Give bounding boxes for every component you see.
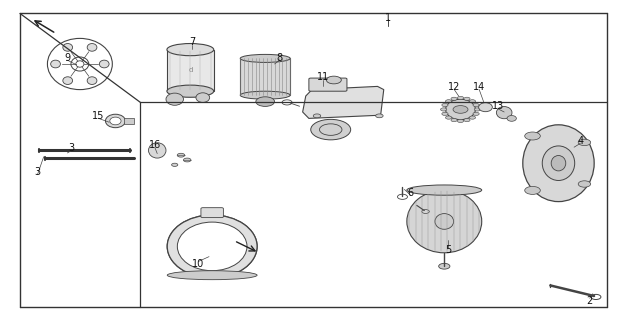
Text: 6: 6 — [407, 188, 414, 198]
Ellipse shape — [256, 97, 275, 106]
Circle shape — [326, 76, 341, 84]
Ellipse shape — [525, 132, 540, 140]
Ellipse shape — [469, 116, 475, 119]
Ellipse shape — [110, 117, 121, 125]
Ellipse shape — [542, 146, 575, 180]
Ellipse shape — [196, 93, 210, 102]
Ellipse shape — [551, 156, 566, 171]
Ellipse shape — [439, 263, 450, 269]
Text: 8: 8 — [276, 52, 283, 63]
Ellipse shape — [457, 119, 464, 123]
Ellipse shape — [167, 271, 257, 280]
Ellipse shape — [442, 103, 448, 107]
Ellipse shape — [446, 100, 452, 103]
Text: 1: 1 — [385, 12, 391, 23]
Ellipse shape — [407, 185, 482, 195]
Text: 4: 4 — [577, 136, 583, 147]
Text: 13: 13 — [492, 101, 504, 111]
Ellipse shape — [183, 158, 191, 162]
Ellipse shape — [464, 118, 470, 122]
Text: 12: 12 — [448, 82, 461, 92]
Text: 16: 16 — [149, 140, 161, 150]
Text: 14: 14 — [473, 82, 485, 92]
FancyBboxPatch shape — [309, 78, 347, 91]
Ellipse shape — [473, 103, 479, 107]
Text: d: d — [188, 68, 193, 73]
Ellipse shape — [464, 97, 470, 100]
Ellipse shape — [479, 103, 492, 112]
Text: 3: 3 — [34, 167, 41, 177]
FancyBboxPatch shape — [124, 118, 134, 124]
Ellipse shape — [525, 186, 540, 194]
Ellipse shape — [99, 60, 109, 68]
Ellipse shape — [446, 116, 452, 119]
Ellipse shape — [177, 222, 247, 271]
FancyBboxPatch shape — [240, 58, 290, 95]
Ellipse shape — [87, 77, 97, 84]
Ellipse shape — [578, 139, 591, 146]
Text: 2: 2 — [587, 296, 593, 306]
Ellipse shape — [87, 44, 97, 51]
Ellipse shape — [474, 108, 480, 111]
Ellipse shape — [313, 114, 321, 118]
Ellipse shape — [240, 91, 290, 99]
Ellipse shape — [167, 85, 213, 97]
Text: 9: 9 — [64, 52, 71, 63]
Text: 3: 3 — [69, 143, 75, 153]
Ellipse shape — [166, 93, 183, 105]
Ellipse shape — [446, 99, 475, 120]
Ellipse shape — [51, 60, 61, 68]
Text: 5: 5 — [445, 245, 451, 255]
Text: 7: 7 — [189, 37, 195, 47]
Ellipse shape — [578, 181, 591, 187]
Ellipse shape — [523, 125, 594, 202]
Ellipse shape — [407, 190, 482, 253]
Ellipse shape — [177, 153, 185, 157]
Ellipse shape — [442, 112, 448, 116]
Ellipse shape — [497, 107, 512, 119]
Text: 11: 11 — [317, 72, 329, 83]
Ellipse shape — [507, 116, 517, 121]
Ellipse shape — [167, 44, 213, 56]
Ellipse shape — [441, 108, 447, 111]
FancyBboxPatch shape — [201, 208, 223, 218]
Ellipse shape — [172, 163, 178, 166]
Ellipse shape — [63, 44, 72, 51]
Ellipse shape — [240, 54, 290, 62]
Ellipse shape — [435, 214, 454, 229]
Circle shape — [311, 119, 351, 140]
Text: 10: 10 — [192, 259, 205, 269]
Ellipse shape — [376, 114, 383, 118]
Ellipse shape — [469, 100, 475, 103]
Ellipse shape — [457, 96, 464, 100]
Text: 15: 15 — [92, 111, 105, 121]
Ellipse shape — [149, 143, 166, 158]
Ellipse shape — [105, 114, 125, 128]
Ellipse shape — [451, 118, 457, 122]
Ellipse shape — [177, 222, 247, 271]
Ellipse shape — [451, 97, 457, 100]
Ellipse shape — [473, 112, 479, 116]
Polygon shape — [303, 86, 384, 118]
Ellipse shape — [167, 215, 257, 278]
Circle shape — [453, 106, 468, 113]
FancyBboxPatch shape — [167, 50, 213, 91]
Ellipse shape — [63, 77, 72, 84]
